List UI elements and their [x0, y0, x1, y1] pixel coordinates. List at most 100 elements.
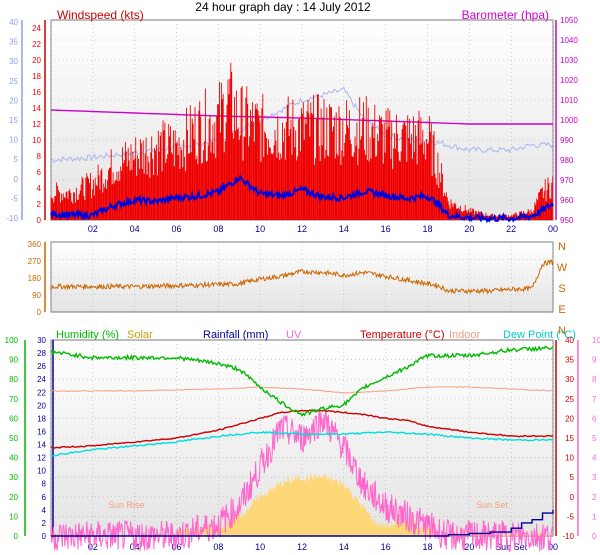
rainfall-line	[51, 509, 554, 537]
uv-tick-label: 0	[592, 532, 597, 541]
rainfall-tick-label: 0	[42, 532, 47, 541]
rainfall-tick-label: 30	[37, 336, 46, 345]
time-tick-label: 14	[339, 542, 349, 552]
uv-tick-label: 8	[592, 375, 597, 384]
chart-title: 24 hour graph day : 14 July 2012	[195, 0, 371, 14]
secondary-wind-tick-label: 10	[9, 136, 18, 145]
temperature-tick-label: 40	[565, 336, 574, 345]
time-tick-label: 10	[255, 542, 265, 552]
barometer-tick-label: 950	[560, 216, 574, 225]
solar-area	[51, 472, 553, 536]
secondary-wind-tick-label: -10	[6, 214, 18, 223]
windspeed-tick-label: 0	[37, 216, 42, 225]
direction-tick-label: 0	[37, 308, 42, 317]
windspeed-tick-label: 8	[37, 152, 42, 161]
temperature-label: Temperature (°C)	[360, 329, 444, 341]
barometer-tick-label: 960	[560, 196, 574, 205]
uv-tick-label: 6	[592, 414, 597, 423]
compass-label: W	[557, 262, 568, 274]
humidity-tick-label: 100	[5, 336, 19, 345]
secondary-wind-line	[50, 86, 554, 164]
rainfall-label: Rainfall (mm)	[203, 329, 268, 341]
temperature-tick-label: 5	[570, 473, 575, 482]
time-tick-label: 16	[381, 542, 391, 552]
barometer-tick-label: 1020	[560, 76, 578, 85]
compass-label: E	[558, 304, 565, 316]
rainfall-tick-label: 22	[37, 388, 46, 397]
windspeed-tick-label: 4	[37, 184, 42, 193]
time-tick-label: 02	[88, 542, 98, 552]
windspeed-tick-label: 10	[32, 136, 41, 145]
uv-tick-label: 7	[592, 395, 597, 404]
secondary-wind-tick-label: -5	[11, 194, 19, 203]
time-tick-label: 10	[255, 224, 265, 234]
humidity-tick-label: 30	[9, 473, 18, 482]
time-tick-label: 06	[171, 224, 181, 234]
temperature-line	[50, 409, 554, 449]
dewpoint-line	[50, 430, 554, 458]
time-tick-label: 22	[506, 224, 516, 234]
rainfall-tick-label: 14	[37, 441, 46, 450]
temperature-tick-label: 30	[565, 375, 574, 384]
secondary-wind-tick-label: 35	[9, 38, 18, 47]
windspeed-tick-label: 20	[32, 56, 41, 65]
barometer-tick-label: 990	[560, 136, 574, 145]
temperature-tick-label: 20	[565, 414, 574, 423]
barometer-tick-label: 1040	[560, 36, 578, 45]
direction-tick-label: 180	[28, 274, 42, 283]
humidity-tick-label: 10	[9, 512, 18, 521]
windspeed-tick-label: 6	[37, 168, 42, 177]
time-tick-label: 12	[297, 224, 307, 234]
barometer-tick-label: 1000	[560, 116, 578, 125]
humidity-label: Humidity (%)	[56, 329, 119, 341]
rainfall-tick-label: 4	[42, 506, 47, 515]
humidity-line	[50, 345, 554, 417]
time-tick-label: 20	[464, 224, 474, 234]
windspeed-tick-label: 18	[32, 72, 41, 81]
secondary-wind-tick-label: 30	[9, 57, 18, 66]
humidity-tick-label: 80	[9, 375, 18, 384]
indoor-line	[51, 386, 554, 394]
compass-label: N	[558, 241, 566, 253]
uv-label: UV	[286, 329, 302, 341]
direction-tick-label: 90	[32, 291, 41, 300]
direction-panel-frame	[50, 241, 554, 313]
temperature-tick-label: 0	[570, 493, 575, 502]
humidity-tick-label: 90	[9, 356, 18, 365]
secondary-wind-tick-label: 15	[9, 116, 18, 125]
time-tick-label: 00	[548, 224, 558, 234]
humidity-tick-label: 50	[9, 434, 18, 443]
windspeed-tick-label: 12	[32, 120, 41, 129]
barometer-tick-label: 970	[560, 176, 574, 185]
humidity-tick-label: 70	[9, 395, 18, 404]
humidity-tick-label: 60	[9, 414, 18, 423]
compass-label: N	[558, 325, 566, 337]
dewpoint-label: Dew Point (°C)	[503, 329, 576, 341]
rainfall-tick-label: 20	[37, 401, 46, 410]
rainfall-tick-label: 6	[42, 493, 47, 502]
time-tick-label: 20	[464, 542, 474, 552]
wind-gust-bars	[50, 62, 554, 220]
uv-tick-label: 1	[592, 512, 597, 521]
tick-labels: 0246810121416182022244035302520151050-5-…	[5, 16, 600, 552]
time-tick-label: 12	[297, 542, 307, 552]
windspeed-tick-label: 16	[32, 88, 41, 97]
humidity-tick-label: 40	[9, 454, 18, 463]
barometer-tick-label: 980	[560, 156, 574, 165]
rainfall-tick-label: 28	[37, 349, 46, 358]
barometer-tick-label: 1050	[560, 16, 578, 25]
time-tick-label: 14	[339, 224, 349, 234]
rainfall-tick-label: 12	[37, 454, 46, 463]
secondary-wind-tick-label: 25	[9, 77, 18, 86]
rainfall-tick-label: 26	[37, 362, 46, 371]
secondary-wind-tick-label: 5	[14, 155, 19, 164]
uv-tick-label: 5	[592, 434, 597, 443]
rainfall-tick-label: 10	[37, 467, 46, 476]
secondary-wind-tick-label: 0	[14, 175, 19, 184]
sunrise-annotation: Sun Rise	[108, 500, 145, 510]
time-tick-label: 18	[422, 224, 432, 234]
wind-direction-line	[50, 259, 554, 295]
temperature-tick-label: 35	[565, 356, 574, 365]
